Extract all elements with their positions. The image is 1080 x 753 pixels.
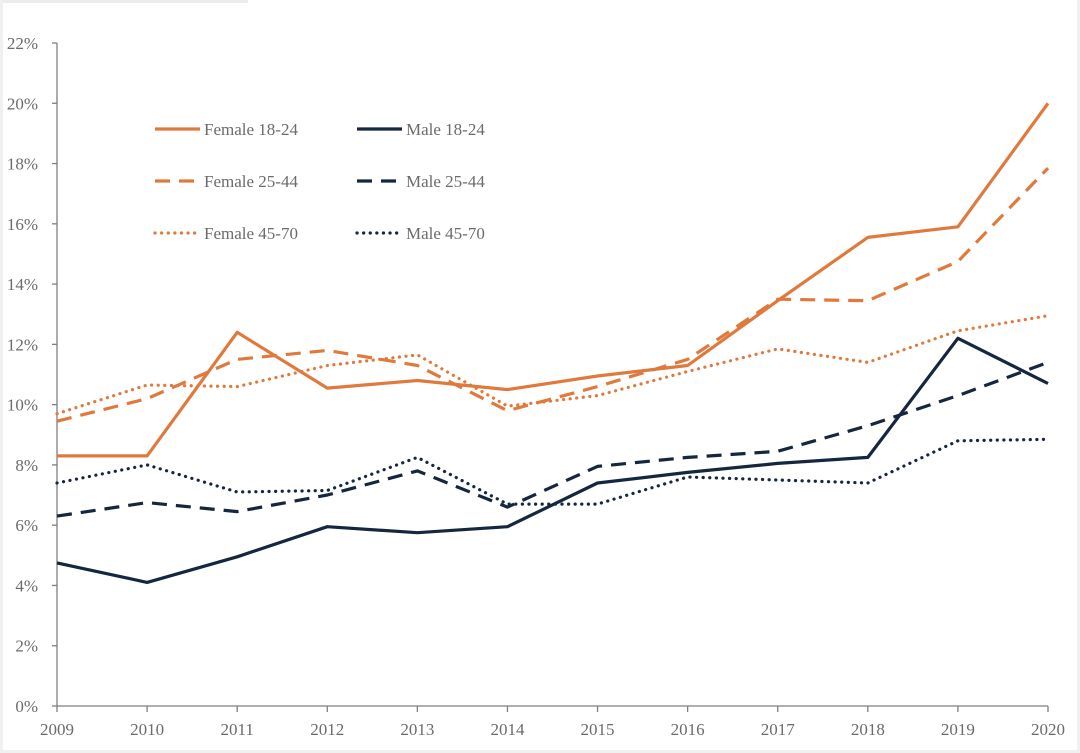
y-tick-label: 14% bbox=[7, 275, 38, 294]
series-male-45-70 bbox=[55, 437, 1050, 506]
y-tick-label: 0% bbox=[15, 697, 38, 716]
y-ticks: 0% 2% 4% 6% 8% 10% 12% 14% 16% 18% 20% 22% bbox=[7, 34, 57, 716]
series-female-45-70 bbox=[55, 314, 1050, 416]
y-tick-label: 4% bbox=[15, 576, 38, 595]
x-tick-label: 2020 bbox=[1031, 720, 1065, 739]
series-female-25-44 bbox=[56, 166, 1050, 423]
legend-item-male-25-44: Male 25-44 bbox=[357, 172, 485, 191]
x-tick-label: 2009 bbox=[40, 720, 74, 739]
frame-right-border bbox=[1077, 0, 1080, 753]
x-ticks: 2009 2010 2011 2012 2013 2014 2015 2016 2017 2018… bbox=[40, 706, 1065, 739]
x-tick-label: 2010 bbox=[130, 720, 164, 739]
series-line-male-18-24 bbox=[56, 336, 1049, 585]
frame-top-border bbox=[0, 0, 248, 3]
axes: 0% 2% 4% 6% 8% 10% 12% 14% 16% 18% 20% 22% 2009 2010… bbox=[7, 34, 1065, 739]
series-female-18-24 bbox=[57, 102, 1050, 458]
series-line-male-25-44 bbox=[56, 360, 1049, 518]
legend-label: Male 45-70 bbox=[406, 224, 485, 243]
series-line-female-18-24 bbox=[57, 102, 1050, 458]
y-tick-label: 20% bbox=[7, 94, 38, 113]
y-tick-label: 2% bbox=[15, 637, 38, 656]
legend-item-male-45-70: Male 45-70 bbox=[355, 224, 485, 243]
x-tick-label: 2012 bbox=[310, 720, 344, 739]
y-tick-label: 16% bbox=[7, 215, 38, 234]
legend-item-female-18-24: Female 18-24 bbox=[155, 120, 298, 139]
series-line-female-25-44 bbox=[56, 166, 1050, 423]
series-line-male-45-70 bbox=[55, 437, 1050, 506]
series-male-18-24 bbox=[56, 336, 1049, 585]
x-tick-label: 2016 bbox=[671, 720, 705, 739]
x-tick-label: 2014 bbox=[490, 720, 525, 739]
legend-item-female-25-44: Female 25-44 bbox=[155, 172, 298, 191]
y-tick-label: 12% bbox=[7, 335, 38, 354]
x-tick-label: 2019 bbox=[941, 720, 975, 739]
series-layer bbox=[55, 102, 1050, 585]
legend-item-male-18-24: Male 18-24 bbox=[357, 120, 485, 139]
x-tick-label: 2018 bbox=[851, 720, 885, 739]
x-tick-label: 2011 bbox=[220, 720, 253, 739]
series-male-25-44 bbox=[56, 360, 1049, 518]
legend-label: Female 18-24 bbox=[204, 120, 298, 139]
y-tick-label: 18% bbox=[7, 155, 38, 174]
frame-bottom-border bbox=[0, 750, 1080, 753]
legend-label: Male 25-44 bbox=[406, 172, 485, 191]
legend-label: Female 25-44 bbox=[204, 172, 298, 191]
x-tick-label: 2013 bbox=[400, 720, 434, 739]
x-tick-label: 2015 bbox=[581, 720, 615, 739]
x-tick-label: 2017 bbox=[761, 720, 796, 739]
frame-left-border bbox=[0, 0, 3, 753]
legend-item-female-45-70: Female 45-70 bbox=[153, 224, 298, 243]
y-tick-label: 10% bbox=[7, 396, 38, 415]
y-tick-label: 22% bbox=[7, 34, 38, 53]
y-tick-label: 6% bbox=[15, 516, 38, 535]
legend: Female 18-24 Male 18-24 Female 25-44 Male 2… bbox=[153, 120, 485, 243]
series-line-female-45-70 bbox=[55, 314, 1050, 416]
legend-label: Male 18-24 bbox=[406, 120, 485, 139]
y-tick-label: 8% bbox=[15, 456, 38, 475]
legend-label: Female 45-70 bbox=[204, 224, 298, 243]
